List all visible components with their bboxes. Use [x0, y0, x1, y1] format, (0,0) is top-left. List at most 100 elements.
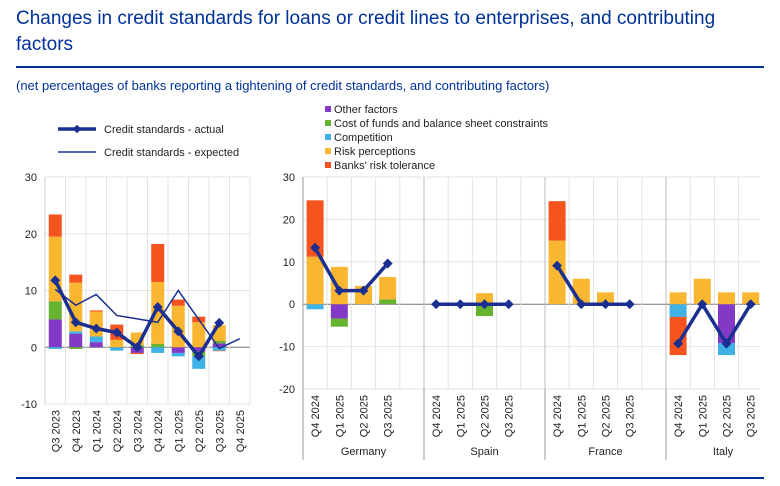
x-tick-label: Q3 2025	[504, 395, 516, 437]
bar-cost	[379, 299, 397, 305]
x-tick-label: Q2 2025	[722, 395, 734, 437]
bar-competition	[151, 347, 165, 353]
legend-label: Cost of funds and balance sheet constrai…	[334, 118, 549, 130]
actual-line-spain-marker	[503, 299, 514, 310]
bar-competition	[192, 356, 206, 369]
actual-line-marker	[173, 326, 184, 337]
group-label: Germany	[341, 446, 387, 458]
x-tick-label: Q4 2023	[71, 410, 83, 452]
x-tick-label: Q1 2024	[91, 410, 103, 452]
x-tick-label: Q4 2024	[431, 395, 443, 437]
actual-line-marker	[132, 342, 143, 353]
actual-line-italy-marker	[721, 338, 732, 349]
bar-risk	[718, 292, 735, 305]
bar-cost	[212, 341, 226, 344]
actual-line-marker	[193, 351, 204, 362]
actual-line-spain-marker	[431, 299, 442, 310]
x-tick-label: Q3 2025	[746, 395, 758, 437]
bar-tolerance	[89, 310, 103, 312]
bar-competition	[110, 347, 124, 351]
legend-label: Credit standards - expected	[104, 147, 239, 159]
bar-cost	[69, 347, 83, 349]
divider	[16, 477, 764, 479]
actual-line-marker	[152, 302, 163, 312]
chart-title: Changes in credit standards for loans or…	[16, 8, 716, 55]
y-tick-label: -10	[21, 399, 37, 411]
actual-line-france-marker	[600, 299, 611, 310]
bar-risk	[110, 339, 124, 348]
bar-other	[192, 347, 206, 352]
bar-risk	[476, 293, 493, 305]
bar-cost	[48, 301, 62, 320]
legend-label: Banks' risk tolerance	[334, 160, 435, 172]
actual-line-france	[555, 264, 630, 306]
x-tick-label: Q2 2025	[359, 395, 371, 437]
bar-tolerance	[130, 352, 144, 355]
legend-swatch-risk	[325, 148, 331, 154]
bar-competition	[171, 352, 185, 357]
actual-line-france-marker	[624, 299, 635, 310]
x-tick-label: Q4 2025	[235, 410, 247, 452]
x-tick-label: Q3 2025	[214, 410, 226, 452]
x-tick-label: Q1 2025	[334, 395, 346, 437]
x-tick-label: Q3 2023	[50, 410, 62, 452]
bar-risk	[693, 278, 711, 305]
bar-other	[171, 347, 185, 353]
y-tick-label: 20	[25, 229, 37, 241]
x-tick-label: Q1 2025	[576, 395, 588, 437]
bar-risk	[597, 292, 614, 305]
legend-swatch-competition	[325, 134, 331, 140]
bar-tolerance	[48, 214, 62, 237]
group-label: France	[588, 446, 622, 458]
divider	[16, 66, 764, 68]
bar-risk	[330, 266, 348, 305]
bar-tolerance	[171, 299, 185, 306]
x-tick-label: Q3 2024	[132, 410, 144, 452]
actual-line-marker	[214, 317, 225, 328]
y-tick-label: 10	[25, 286, 37, 298]
x-tick-label: Q1 2025	[697, 395, 709, 437]
x-tick-label: Q2 2025	[480, 395, 492, 437]
x-tick-label: Q4 2024	[552, 395, 564, 437]
y-tick-label: 30	[283, 172, 295, 184]
x-tick-label: Q1 2025	[455, 395, 467, 437]
bar-tolerance	[669, 316, 687, 356]
chart-subtitle: (net percentages of banks reporting a ti…	[16, 78, 550, 93]
actual-line-italy-marker	[697, 299, 708, 310]
legend-swatch-tolerance	[325, 162, 331, 168]
actual-line-france-marker	[576, 299, 587, 310]
legend-label: Competition	[334, 132, 393, 144]
actual-line-germany	[313, 246, 390, 293]
actual-line-france-marker	[552, 260, 563, 271]
actual-line-spain-marker	[455, 299, 466, 310]
bar-cost	[330, 318, 348, 327]
legend-swatch-cost	[325, 120, 331, 126]
bar-tolerance	[212, 350, 226, 352]
bar-competition	[48, 347, 62, 349]
bar-competition	[89, 336, 103, 343]
actual-line-germany-marker	[334, 285, 345, 296]
bar-competition	[669, 304, 687, 317]
bar-competition	[718, 343, 735, 356]
bar-risk	[742, 292, 760, 305]
bar-tolerance	[548, 201, 566, 241]
bar-risk	[306, 256, 324, 305]
legend-swatch-other	[325, 106, 331, 112]
bar-risk	[669, 292, 687, 305]
y-tick-label: 20	[283, 214, 295, 226]
y-tick-label: -10	[279, 342, 295, 354]
legend-label: Other factors	[334, 104, 398, 116]
y-tick-label: 30	[25, 172, 37, 184]
bar-competition	[69, 331, 83, 334]
legend-label: Credit standards - actual	[104, 124, 224, 136]
bar-risk	[192, 322, 206, 348]
legend-actual-marker	[72, 124, 82, 134]
actual-line-germany-marker	[358, 285, 369, 296]
bar-cost	[151, 343, 165, 348]
bar-tolerance	[151, 243, 165, 282]
bar-other	[212, 343, 226, 348]
bar-risk	[151, 281, 165, 344]
x-tick-label: Q2 2025	[194, 410, 206, 452]
x-tick-label: Q4 2024	[153, 410, 165, 452]
